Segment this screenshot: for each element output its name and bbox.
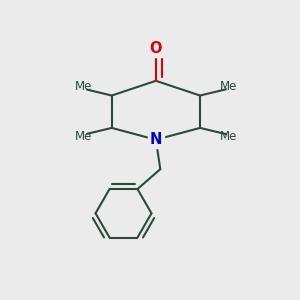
Bar [148,40,164,57]
Bar [226,76,247,97]
Text: Me: Me [75,80,92,93]
Bar [226,126,247,147]
Bar [148,131,164,148]
Text: N: N [150,132,162,147]
Text: Me: Me [220,80,237,93]
Bar [64,126,85,147]
Text: Me: Me [75,130,92,143]
Bar [64,76,85,97]
Text: O: O [150,41,162,56]
Text: Me: Me [220,130,237,143]
